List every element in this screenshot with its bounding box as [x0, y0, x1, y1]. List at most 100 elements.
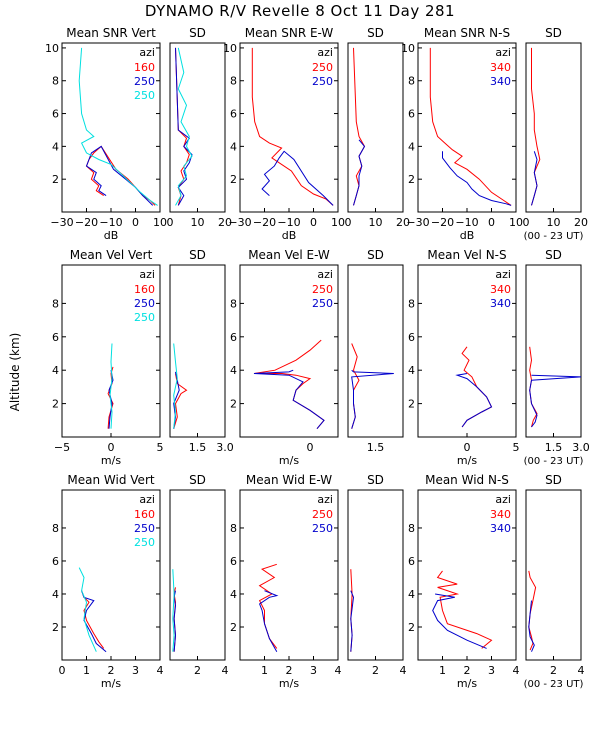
x-tick-label: −30 [406, 216, 429, 229]
legend-title: azi [495, 268, 511, 281]
series-line-sd-0 [531, 47, 541, 206]
legend-title: azi [317, 493, 333, 506]
legend-entry: 250 [134, 297, 155, 310]
x-tick-label: −10 [277, 216, 300, 229]
time-range-label: (00 - 23 UT) [524, 679, 584, 690]
panel-frame [347, 489, 404, 661]
legend-entry: 250 [312, 283, 333, 296]
x-tick-label: −20 [253, 216, 276, 229]
y-tick-label: 8 [52, 75, 59, 88]
panel-snr-ew-sd: SD 0 10 20 [345, 26, 411, 229]
x-tick-label: 1 [261, 664, 268, 677]
x-tick-label: 1 [83, 664, 90, 677]
panel-frame [525, 264, 582, 438]
y-tick-label: 6 [230, 108, 237, 121]
y-axis-label: Altitude (km) [8, 333, 22, 412]
x-tick-label: 10 [369, 216, 383, 229]
series-line-sd-1 [531, 151, 538, 206]
legend-entry: 160 [134, 283, 155, 296]
panel-frame [169, 489, 226, 661]
x-tick-label: 5 [513, 441, 520, 454]
x-tick-label: −20 [431, 216, 454, 229]
legend-entry: 250 [312, 297, 333, 310]
legend-title: azi [495, 46, 511, 59]
panel-snr-ns-sd: SD 0 10 20 (00 - 23 UT) [523, 26, 589, 242]
legend-entry: 250 [134, 75, 155, 88]
y-tick-label: 8 [52, 522, 59, 535]
x-tick-label: −30 [50, 216, 73, 229]
y-tick-label: 10 [401, 42, 415, 55]
x-tick-label: 0 [108, 441, 115, 454]
legend-entry: 340 [490, 297, 511, 310]
series-line-sd-1 [350, 590, 355, 652]
panel-snr-ns-mean: Mean SNR N-S 2 4 6 8 10 −30 −20 −10 0 10 dB azi 34034… [401, 26, 523, 242]
x-tick-label: 2 [372, 664, 379, 677]
legend-entry: 160 [134, 508, 155, 521]
x-tick-label: 3 [132, 664, 139, 677]
legend-entry: 340 [490, 283, 511, 296]
panel-title: Mean SNR E-W [245, 26, 334, 40]
y-tick-label: 10 [223, 42, 237, 55]
y-tick-label: 6 [230, 331, 237, 344]
x-tick-label: 0 [167, 216, 174, 229]
panel-snr-ew-mean: Mean SNR E-W 2 4 6 8 10 −30 −20 −10 0 10 dB azi 25025… [223, 26, 345, 242]
x-tick-label: 0 [464, 441, 471, 454]
panel-title: SD [367, 473, 384, 487]
x-tick-label: 20 [396, 216, 410, 229]
y-tick-label: 4 [52, 588, 59, 601]
legend-title: azi [317, 46, 333, 59]
x-tick-label: −5 [54, 441, 70, 454]
y-tick-label: 2 [52, 621, 59, 634]
panel-title: SD [189, 248, 206, 262]
x-tick-label: 20 [574, 216, 588, 229]
legend-title: azi [139, 268, 155, 281]
series-line-340-1 [432, 593, 487, 649]
legend-entry: 250 [312, 75, 333, 88]
x-tick-label: 4 [335, 664, 342, 677]
series-line-250-0 [253, 339, 325, 430]
y-tick-label: 2 [52, 398, 59, 411]
legend-entry: 340 [490, 508, 511, 521]
legend-title: azi [139, 46, 155, 59]
y-tick-label: 8 [230, 297, 237, 310]
x-tick-label: 1.5 [545, 441, 563, 454]
time-range-label: (00 - 23 UT) [524, 456, 584, 467]
series-line-340-1 [442, 151, 512, 206]
x-tick-label: 10 [331, 216, 345, 229]
y-tick-label: 6 [52, 331, 59, 344]
series-line-250-1 [85, 145, 154, 206]
x-tick-label: 0 [488, 216, 495, 229]
y-tick-label: 8 [230, 75, 237, 88]
x-tick-label: 2 [108, 664, 115, 677]
panel-title: Mean Wid Vert [67, 473, 154, 487]
x-axis-label: m/s [279, 677, 299, 690]
panel-vel-vert-sd: SD 1.5 3.0 [169, 248, 234, 454]
series-line-sd-1 [528, 600, 535, 652]
x-tick-label: 2 [464, 664, 471, 677]
legend-entry: 250 [134, 89, 155, 102]
x-tick-label: 2 [550, 664, 557, 677]
y-tick-label: 4 [230, 364, 237, 377]
panel-title: SD [189, 473, 206, 487]
series-line-250-1 [253, 369, 325, 430]
x-tick-label: 10 [509, 216, 523, 229]
x-tick-label: 5 [157, 441, 164, 454]
y-tick-label: 2 [408, 621, 415, 634]
y-tick-label: 6 [52, 108, 59, 121]
series-line-sd-1 [175, 47, 193, 206]
series-line-250-0 [251, 47, 334, 206]
x-tick-label: 1.5 [367, 441, 385, 454]
series-line-sd-2 [172, 569, 175, 652]
panel-frame [239, 264, 339, 438]
panel-title: Mean SNR Vert [66, 26, 156, 40]
x-tick-label: 0 [132, 216, 139, 229]
series-line-250-1 [81, 590, 107, 653]
x-tick-label: 3.0 [216, 441, 234, 454]
